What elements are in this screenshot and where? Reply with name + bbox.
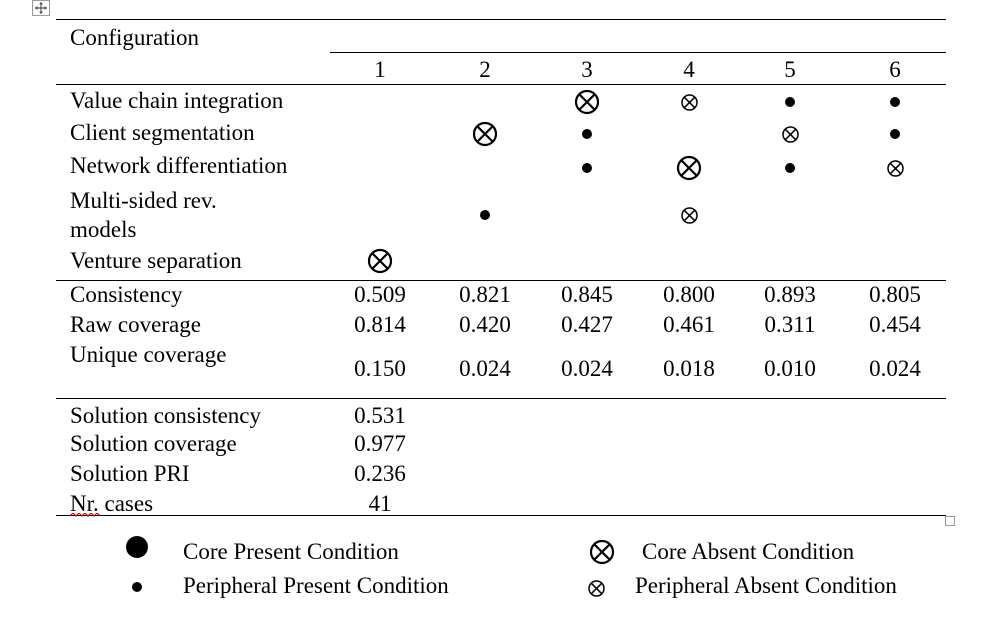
peripheral-absent-icon	[781, 125, 799, 143]
metric-value: 0.461	[663, 312, 715, 337]
metric-value: 0.427	[561, 312, 613, 337]
solution-value: 0.977	[354, 431, 406, 456]
metric-label: Unique coverage	[70, 342, 227, 367]
configuration-heading: Configuration	[70, 25, 200, 50]
core-present-icon	[126, 536, 148, 558]
solution-label: Solution coverage	[70, 431, 237, 456]
peripheral-present-icon	[480, 210, 490, 220]
metrics-bottom-rule	[56, 398, 946, 399]
peripheral-present-icon	[582, 129, 592, 139]
core-absent-icon	[574, 89, 600, 115]
metric-value: 0.311	[764, 312, 816, 337]
peripheral-absent-icon	[886, 159, 904, 177]
legend-peripheral-present-label: Peripheral Present Condition	[183, 573, 449, 598]
metric-value: 0.893	[764, 282, 816, 307]
core-absent-icon	[367, 248, 393, 274]
solution-value: 41	[368, 491, 392, 516]
legend-core-present-label: Core Present Condition	[183, 539, 399, 564]
table-move-handle[interactable]	[32, 0, 50, 16]
column-header-1: 1	[374, 57, 386, 82]
solution-value: 0.236	[354, 461, 406, 486]
core-absent-icon	[589, 539, 615, 565]
condition-label-line-2: models	[70, 217, 137, 242]
condition-label: Value chain integration	[70, 88, 284, 113]
metric-value: 0.805	[869, 282, 921, 307]
metric-value: 0.018	[663, 356, 715, 381]
column-header-4: 4	[683, 57, 695, 82]
solution-label: Nr. cases	[70, 491, 154, 516]
peripheral-present-icon	[890, 129, 900, 139]
peripheral-present-icon	[890, 97, 900, 107]
legend-peripheral-absent-label: Peripheral Absent Condition	[635, 573, 897, 598]
condition-label-line-1: Multi-sided rev.	[70, 188, 217, 213]
column-header-2: 2	[479, 57, 491, 82]
peripheral-present-icon	[132, 582, 142, 592]
metric-value: 0.150	[354, 356, 406, 381]
metric-value: 0.800	[663, 282, 715, 307]
core-absent-icon	[472, 121, 498, 147]
column-header-5: 5	[784, 57, 796, 82]
condition-label: Client segmentation	[70, 120, 255, 145]
table-bottom-rule	[56, 515, 946, 516]
spellcheck-squiggle	[70, 513, 100, 517]
metric-value: 0.024	[561, 356, 613, 381]
column-header-6: 6	[889, 57, 901, 82]
table-resize-handle[interactable]	[945, 516, 955, 526]
metric-value: 0.845	[561, 282, 613, 307]
peripheral-absent-icon	[587, 579, 605, 597]
legend-core-absent-label: Core Absent Condition	[642, 539, 855, 564]
solution-label: Solution PRI	[70, 461, 190, 486]
solution-label: Solution consistency	[70, 403, 262, 428]
peripheral-absent-icon	[680, 206, 698, 224]
conditions-bottom-rule	[56, 280, 946, 281]
metric-value: 0.509	[354, 282, 406, 307]
metric-value: 0.454	[869, 312, 921, 337]
peripheral-present-icon	[785, 97, 795, 107]
top-rule	[56, 19, 946, 20]
metric-label: Consistency	[70, 282, 183, 307]
core-absent-icon	[676, 155, 702, 181]
metric-value: 0.814	[354, 312, 406, 337]
column-header-rule	[330, 52, 946, 53]
column-header-3: 3	[581, 57, 593, 82]
condition-label: Venture separation	[70, 248, 242, 273]
header-bottom-rule	[56, 84, 946, 85]
metric-value: 0.024	[459, 356, 511, 381]
peripheral-absent-icon	[680, 93, 698, 111]
metric-label: Raw coverage	[70, 312, 201, 337]
metric-value: 0.821	[459, 282, 511, 307]
solution-value: 0.531	[354, 403, 406, 428]
peripheral-present-icon	[785, 163, 795, 173]
metric-value: 0.024	[869, 356, 921, 381]
condition-label: Network differentiation	[70, 153, 288, 178]
metric-value: 0.420	[459, 312, 511, 337]
four-way-arrow-icon	[35, 2, 47, 14]
peripheral-present-icon	[582, 163, 592, 173]
metric-value: 0.010	[764, 356, 816, 381]
